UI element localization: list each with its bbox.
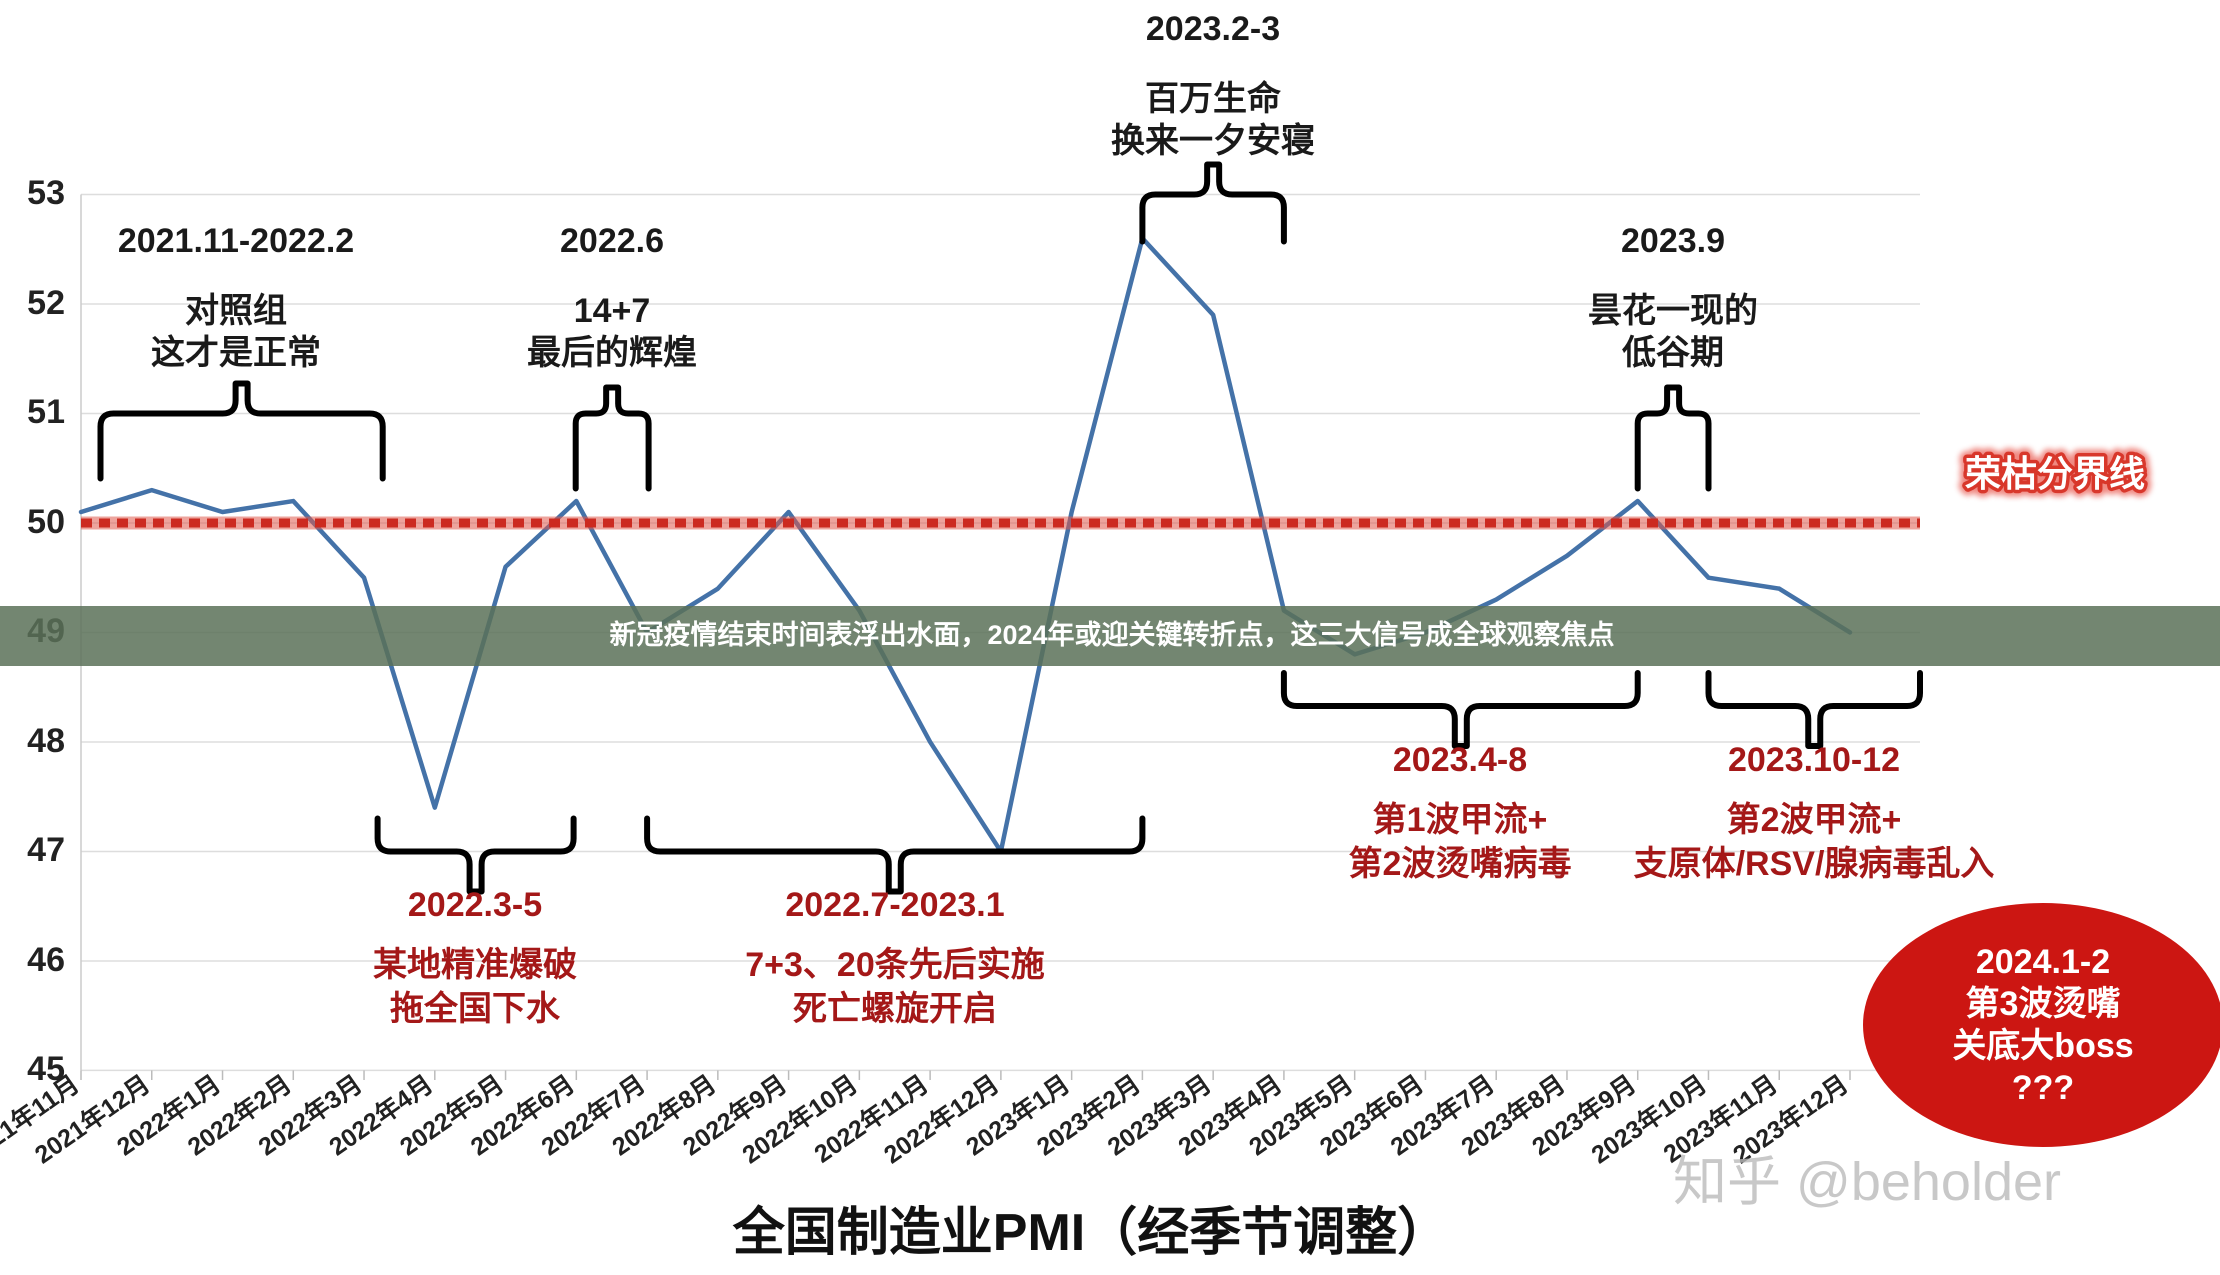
svg-text:拖全国下水: 拖全国下水 bbox=[390, 989, 561, 1028]
svg-text:第1波甲流+: 第1波甲流+ bbox=[1373, 801, 1548, 839]
svg-text:某地精准爆破: 某地精准爆破 bbox=[373, 946, 577, 984]
svg-text:2022.7-2023.1: 2022.7-2023.1 bbox=[785, 886, 1004, 924]
svg-text:第2波甲流+: 第2波甲流+ bbox=[1727, 801, 1902, 839]
svg-text:2023.4-8: 2023.4-8 bbox=[1393, 741, 1527, 779]
svg-text:死亡螺旋开启: 死亡螺旋开启 bbox=[793, 990, 997, 1028]
svg-text:低谷期: 低谷期 bbox=[1622, 334, 1724, 372]
svg-text:2023.10-12: 2023.10-12 bbox=[1728, 741, 1900, 779]
svg-text:支原体/RSV/腺病毒乱入: 支原体/RSV/腺病毒乱入 bbox=[1634, 845, 1995, 883]
svg-text:48: 48 bbox=[27, 722, 65, 760]
svg-text:对照组: 对照组 bbox=[185, 292, 287, 330]
svg-text:14+7: 14+7 bbox=[574, 292, 651, 330]
svg-text:7+3、20条先后实施: 7+3、20条先后实施 bbox=[745, 946, 1045, 984]
svg-text:第3波烫嘴: 第3波烫嘴 bbox=[1966, 985, 2121, 1023]
svg-text:50: 50 bbox=[27, 503, 65, 541]
svg-text:昙花一现的: 昙花一现的 bbox=[1588, 292, 1758, 330]
svg-text:最后的辉煌: 最后的辉煌 bbox=[527, 334, 697, 372]
svg-text:???: ??? bbox=[2012, 1069, 2074, 1107]
svg-text:换来一夕安寝: 换来一夕安寝 bbox=[1111, 121, 1315, 160]
svg-text:这才是正常: 这才是正常 bbox=[151, 334, 321, 372]
svg-text:新冠疫情结束时间表浮出水面，2024年或迎关键转折点，这三大: 新冠疫情结束时间表浮出水面，2024年或迎关键转折点，这三大信号成全球观察焦点 bbox=[609, 619, 1614, 650]
svg-text:52: 52 bbox=[27, 284, 65, 322]
svg-text:51: 51 bbox=[27, 393, 65, 431]
svg-text:2023.2-3: 2023.2-3 bbox=[1146, 10, 1280, 48]
svg-text:2022.3-5: 2022.3-5 bbox=[408, 886, 542, 924]
svg-text:荣枯分界线: 荣枯分界线 bbox=[1965, 453, 2145, 494]
svg-text:2023.9: 2023.9 bbox=[1621, 222, 1725, 260]
svg-text:全国制造业PMI（经季节调整）: 全国制造业PMI（经季节调整） bbox=[732, 1203, 1449, 1262]
svg-text:第2波烫嘴病毒: 第2波烫嘴病毒 bbox=[1349, 845, 1572, 883]
svg-text:2024.1-2: 2024.1-2 bbox=[1976, 943, 2110, 981]
svg-text:2021.11-2022.2: 2021.11-2022.2 bbox=[118, 222, 354, 260]
svg-text:知乎 @beholder: 知乎 @beholder bbox=[1673, 1152, 2061, 1212]
svg-text:46: 46 bbox=[27, 941, 65, 979]
svg-text:百万生命: 百万生命 bbox=[1145, 79, 1281, 118]
svg-text:2022.6: 2022.6 bbox=[560, 222, 664, 260]
svg-text:53: 53 bbox=[27, 174, 65, 212]
svg-text:47: 47 bbox=[27, 831, 65, 869]
svg-text:关底大boss: 关底大boss bbox=[1952, 1027, 2133, 1065]
